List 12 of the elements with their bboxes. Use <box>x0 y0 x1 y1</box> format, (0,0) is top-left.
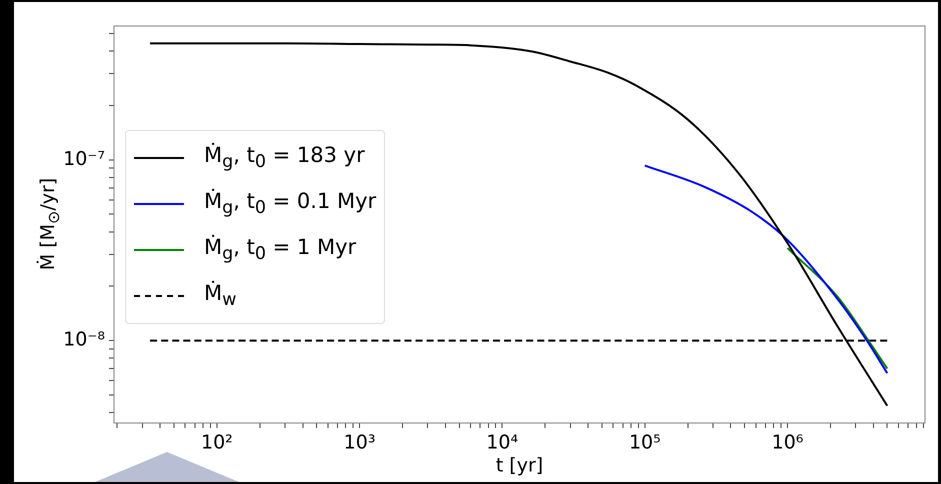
x-axis-title: t [yr] <box>496 454 544 477</box>
legend-label: Ṁ$_{g}$, t$_{0}$ = 1 Myr <box>204 235 356 265</box>
x-tick-label: 10⁴ <box>486 431 518 454</box>
x-tick-label: 10² <box>200 431 233 454</box>
x-tick-label: 10³ <box>344 431 376 454</box>
y-tick-label: 10⁻⁷ <box>63 148 105 170</box>
legend-label: Ṁ$_{g}$, t$_{0}$ = 183 yr <box>204 143 365 173</box>
legend-label: Ṁ$_{g}$, t$_{0}$ = 0.1 Myr <box>204 189 376 219</box>
y-tick-label: 10⁻⁸ <box>63 328 105 351</box>
x-tick-label: 10⁶ <box>772 431 804 454</box>
legend-label: Ṁ$_{w}$ <box>204 281 236 311</box>
x-tick-label: 10⁵ <box>628 431 661 454</box>
